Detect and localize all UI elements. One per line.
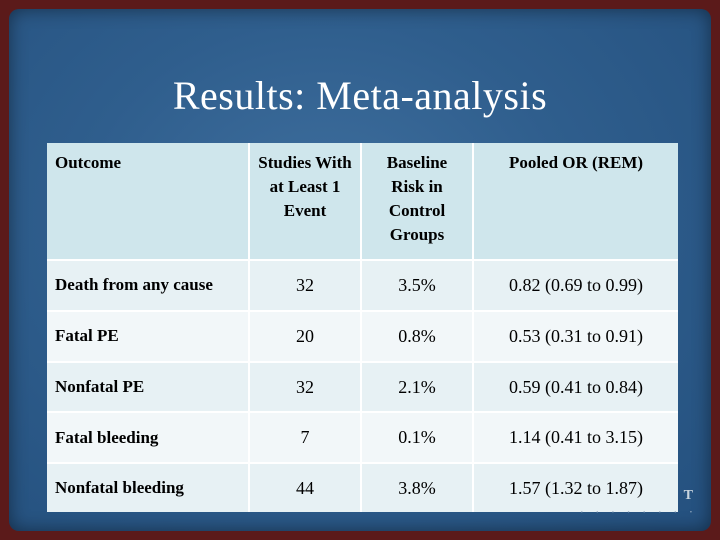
pooled-or-cell: 0.59 (0.41 to 0.84) [472, 360, 678, 413]
baseline-risk-cell: 0.8% [360, 309, 473, 362]
baseline-risk-cell: 0.1% [360, 411, 473, 464]
slide-title: Results: Meta-analysis [172, 73, 548, 118]
outcome-cell: Nonfatal PE [47, 360, 249, 413]
institution-logo: T [683, 488, 693, 503]
pooled-or-cell: 1.57 (1.32 to 1.87) [472, 462, 678, 512]
pooled-or-cell: 0.82 (0.69 to 0.99) [472, 259, 678, 311]
studies-cell: 20 [248, 309, 361, 362]
pooled-or-cell: 1.14 (0.41 to 3.15) [472, 411, 678, 464]
column-header-baseline-risk: Baseline Risk in Control Groups [360, 143, 473, 260]
outcome-cell: Fatal PE [47, 309, 249, 362]
studies-cell: 44 [248, 462, 361, 512]
table-row: Death from any cause 32 3.5% 0.82 (0.69 … [47, 259, 678, 311]
pooled-or-cell: 0.53 (0.31 to 0.91) [472, 309, 678, 362]
studies-cell: 32 [248, 360, 361, 413]
baseline-risk-cell: 3.5% [360, 259, 473, 311]
column-header-pooled-or: Pooled OR (REM) [472, 143, 678, 260]
outcome-cell: Fatal bleeding [47, 411, 249, 464]
baseline-risk-cell: 3.8% [360, 462, 473, 512]
studies-cell: 32 [248, 259, 361, 311]
column-header-outcome: Outcome [47, 143, 249, 260]
baseline-risk-cell: 2.1% [360, 360, 473, 413]
column-header-studies: Studies With at Least 1 Event [248, 143, 361, 260]
table-row: Nonfatal bleeding 44 3.8% 1.57 (1.32 to … [47, 462, 678, 512]
outcome-cell: Nonfatal bleeding [47, 462, 249, 512]
table-row: Fatal PE 20 0.8% 0.53 (0.31 to 0.91) [47, 309, 678, 362]
table-row: Fatal bleeding 7 0.1% 1.14 (0.41 to 3.15… [47, 411, 678, 464]
studies-cell: 7 [248, 411, 361, 464]
results-table: Outcome Studies With at Least 1 Event Ba… [47, 143, 678, 512]
logo-decoration: • • • • • • • • [580, 510, 698, 516]
table-row: Nonfatal PE 32 2.1% 0.59 (0.41 to 0.84) [47, 360, 678, 413]
outcome-cell: Death from any cause [47, 259, 249, 311]
